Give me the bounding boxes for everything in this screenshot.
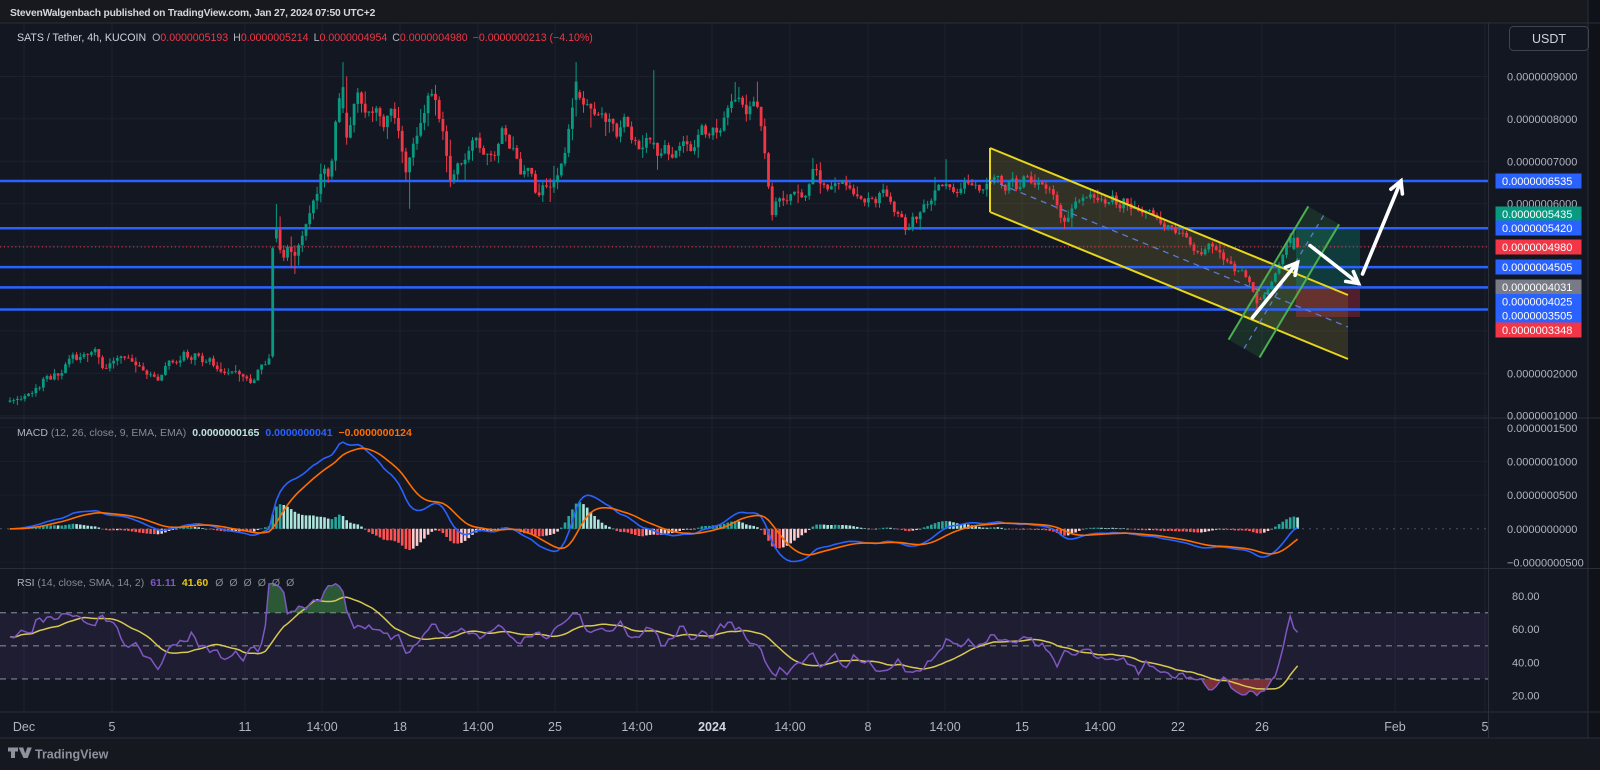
svg-text:14:00: 14:00	[462, 720, 493, 734]
svg-text:0.0000003505: 0.0000003505	[1502, 311, 1572, 323]
svg-text:60.00: 60.00	[1512, 624, 1540, 636]
svg-text:0.0000004505: 0.0000004505	[1502, 262, 1572, 274]
svg-text:Dec: Dec	[13, 720, 35, 734]
svg-text:−0.0000000500: −0.0000000500	[1507, 557, 1584, 569]
svg-text:0.0000000000: 0.0000000000	[1507, 524, 1577, 536]
svg-text:14:00: 14:00	[306, 720, 337, 734]
svg-text:0.0000009000: 0.0000009000	[1507, 72, 1577, 84]
svg-text:0.0000008000: 0.0000008000	[1507, 114, 1577, 126]
svg-text:11: 11	[239, 720, 252, 734]
svg-text:20.00: 20.00	[1512, 691, 1540, 703]
svg-text:0.0000005435: 0.0000005435	[1502, 209, 1572, 221]
svg-text:14:00: 14:00	[1084, 720, 1115, 734]
svg-text:0.0000001500: 0.0000001500	[1507, 423, 1577, 435]
svg-text:5: 5	[1482, 720, 1489, 734]
svg-text:25: 25	[548, 720, 562, 734]
svg-text:Feb: Feb	[1384, 720, 1406, 734]
svg-text:0.0000004025: 0.0000004025	[1502, 297, 1572, 309]
svg-text:0.0000003348: 0.0000003348	[1502, 325, 1572, 337]
svg-text:0.0000002000: 0.0000002000	[1507, 368, 1577, 380]
svg-text:0.0000001000: 0.0000001000	[1507, 411, 1577, 423]
svg-text:TradingView: TradingView	[35, 748, 109, 762]
svg-text:26: 26	[1255, 720, 1269, 734]
svg-text:MACD (12, 26, close, 9, EMA, E: MACD (12, 26, close, 9, EMA, EMA) 0.00000…	[17, 427, 412, 439]
svg-text:40.00: 40.00	[1512, 657, 1540, 669]
svg-text:22: 22	[1171, 720, 1185, 734]
svg-text:0.0000007000: 0.0000007000	[1507, 156, 1577, 168]
svg-text:14:00: 14:00	[774, 720, 805, 734]
svg-text:0.0000001000: 0.0000001000	[1507, 457, 1577, 469]
svg-text:80.00: 80.00	[1512, 591, 1540, 603]
svg-text:8: 8	[865, 720, 872, 734]
svg-text:0.0000000500: 0.0000000500	[1507, 490, 1577, 502]
svg-text:5: 5	[109, 720, 116, 734]
svg-text:14:00: 14:00	[621, 720, 652, 734]
svg-text:2024: 2024	[698, 720, 726, 734]
svg-text:14:00: 14:00	[929, 720, 960, 734]
svg-text:18: 18	[393, 720, 407, 734]
svg-text:StevenWalgenbach published on: StevenWalgenbach published on TradingVie…	[10, 8, 376, 19]
svg-text:0.0000005420: 0.0000005420	[1502, 223, 1572, 235]
svg-text:0.0000004031: 0.0000004031	[1502, 282, 1572, 294]
svg-text:0.0000004980: 0.0000004980	[1502, 242, 1572, 254]
svg-text:USDT: USDT	[1532, 32, 1566, 46]
svg-text:0.0000006535: 0.0000006535	[1502, 176, 1572, 188]
svg-text:15: 15	[1015, 720, 1029, 734]
